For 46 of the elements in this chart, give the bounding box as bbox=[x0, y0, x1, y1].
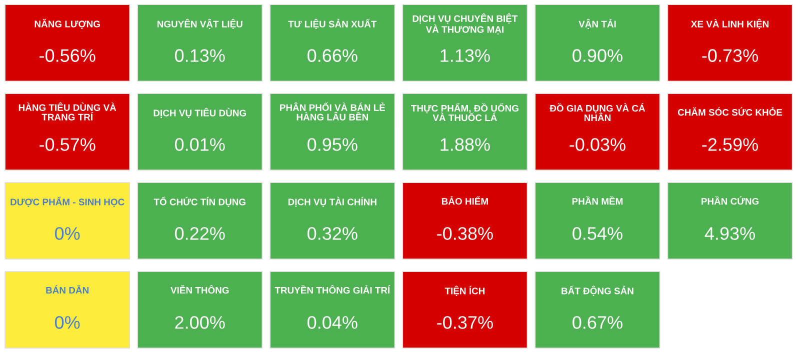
category-label: VẬN TẢI bbox=[578, 18, 616, 30]
category-label: TRUYỀN THÔNG GIẢI TRÍ bbox=[274, 285, 390, 294]
data-label: 4.93% bbox=[704, 227, 755, 240]
category-label: PHẦN CỨNG bbox=[702, 196, 759, 205]
category-label: DỊCH VỤ CHUYÊN BIỆT VÀ THƯƠNG MẠI bbox=[412, 13, 518, 34]
category-label: THỰC PHẨM, ĐỒ UỐNG VÀ THUỐC LÁ bbox=[411, 103, 518, 122]
category-label: PHÂN PHỐI VÀ BÁN LẺ HÀNG LÂU BỀN bbox=[280, 102, 386, 120]
data-label: 0.54% bbox=[572, 227, 622, 240]
data-label: 0% bbox=[55, 316, 80, 329]
data-label: 2.00% bbox=[175, 316, 225, 329]
category-label: DỊCH VỤ TÀI CHÍNH bbox=[288, 196, 376, 207]
data-label: 0% bbox=[55, 227, 80, 240]
data-label: 0.13% bbox=[174, 49, 225, 62]
category-label: TƯ LIỆU SẢN XUẤT bbox=[288, 18, 377, 30]
category-label: ĐỒ GIA DỤNG VÀ CÁ NHÂN bbox=[550, 103, 646, 122]
category-label: TIỆN ÍCH bbox=[444, 286, 485, 296]
data-label: -0.37% bbox=[437, 316, 493, 329]
data-label: 0.95% bbox=[308, 138, 358, 151]
data-label: -2.59% bbox=[702, 138, 758, 151]
data-label: -0.03% bbox=[570, 138, 626, 151]
data-label: 0.67% bbox=[572, 316, 622, 329]
category-label: CHĂM SÓC SỨC KHỎE bbox=[678, 107, 782, 116]
data-label: 1.88% bbox=[440, 138, 490, 151]
category-label: NĂNG LƯỢNG bbox=[34, 18, 100, 29]
category-label: BẤT ĐỘNG SẢN bbox=[562, 286, 634, 296]
data-label: 0.22% bbox=[174, 227, 225, 240]
data-label: 0.32% bbox=[308, 227, 358, 240]
data-label: 0.01% bbox=[174, 138, 225, 151]
data-label: -0.56% bbox=[40, 49, 96, 62]
data-label: 0.04% bbox=[308, 316, 358, 329]
category-label: DƯỢC PHẨM - SINH HỌC bbox=[10, 196, 124, 207]
category-label: BÁN DẪN bbox=[46, 285, 88, 294]
data-label: -0.73% bbox=[702, 49, 758, 62]
category-label: PHẦN MỀM bbox=[572, 196, 623, 205]
category-label: VIỄN THÔNG bbox=[170, 285, 229, 294]
data-label: -0.38% bbox=[437, 227, 493, 240]
data-label: 1.13% bbox=[440, 49, 490, 62]
category-label: XE VÀ LINH KIỆN bbox=[690, 18, 768, 30]
data-label: -0.57% bbox=[40, 138, 96, 151]
data-label: 0.90% bbox=[572, 49, 622, 62]
category-label: NGUYÊN VẬT LIỆU bbox=[157, 18, 242, 30]
category-label: BẢO HIỂM bbox=[442, 196, 488, 205]
category-label: DỊCH VỤ TIÊU DÙNG bbox=[154, 108, 246, 118]
category-label: TỔ CHỨC TÍN DỤNG bbox=[154, 196, 246, 207]
category-label: HÀNG TIÊU DÙNG VÀ TRANG TRÍ bbox=[18, 102, 116, 120]
data-label: 0.66% bbox=[308, 49, 358, 62]
